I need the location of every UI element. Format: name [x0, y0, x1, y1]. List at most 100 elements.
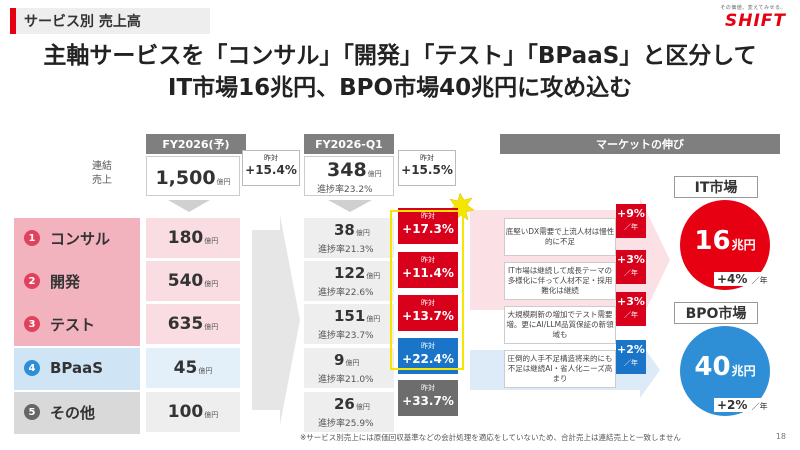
- yoy-value-other: +33.7%: [402, 394, 454, 408]
- fy-q1-total-rate: 進捗率23.2%: [317, 185, 373, 195]
- q1-unit-bpaas: 億円: [345, 359, 360, 367]
- starburst-icon: [447, 192, 475, 222]
- fy-plan-yoy-label: 昨対: [264, 154, 278, 162]
- plan-unit-other: 億円: [204, 411, 219, 419]
- segment-other: 5 その他: [14, 392, 134, 432]
- segment-development: 2 開発: [14, 261, 134, 301]
- headline: 主軸サービスを「コンサル」「開発」「テスト」「BPaaS」と区分して IT市場1…: [0, 40, 800, 104]
- page-number: 18: [775, 432, 786, 441]
- segment-test: 3 テスト: [14, 304, 134, 344]
- q1-rate-consulting: 進捗率21.3%: [318, 245, 374, 255]
- fy-plan-total-unit: 億円: [216, 178, 231, 186]
- consolidated-label-line1: 連結: [92, 161, 112, 172]
- title-accent: [10, 8, 16, 34]
- company-logo: その価値、変えてみせる。 SHIFT: [706, 4, 786, 34]
- q1-cell-other: 26 億円 進捗率25.9%: [304, 392, 394, 432]
- bpo-market-growth-value: +2%: [717, 398, 748, 412]
- yoy-box-test: 昨対 +13.7%: [398, 295, 458, 331]
- q1-value-bpaas: 9: [334, 351, 345, 369]
- q1-value-test: 151: [334, 307, 366, 325]
- consolidated-label-line2: 売上: [92, 175, 112, 186]
- segment-consulting: 1 コンサル: [14, 218, 134, 258]
- segment-number-4: 4: [24, 360, 40, 376]
- yoy-value-development: +11.4%: [402, 266, 454, 280]
- fy-plan-total: 1,500 億円: [146, 156, 240, 196]
- bpo-market-growth: +2% ／年: [714, 398, 771, 412]
- growth-unit-consulting: ／年: [624, 223, 638, 231]
- it-market-label: IT市場: [674, 176, 758, 198]
- bpo-market-growth-unit: ／年: [751, 402, 768, 411]
- bpo-market-unit: 兆円: [731, 364, 756, 378]
- driver-development: IT市場は継続して成長テーマの多様化に伴って人材不足・採用難化は継続: [504, 262, 616, 300]
- bpo-market-value: 40: [694, 352, 731, 382]
- growth-badge-bpaas: +2% ／年: [616, 340, 646, 374]
- segment-number-1: 1: [24, 230, 40, 246]
- segment-bpaas: 4 BPaaS: [14, 348, 134, 388]
- q1-rate-development: 進捗率22.6%: [318, 288, 374, 298]
- q1-cell-development: 122 億円 進捗率22.6%: [304, 261, 394, 301]
- segment-name-other: その他: [50, 403, 96, 422]
- growth-value-bpaas: +2%: [617, 343, 645, 356]
- q1-unit-test: 億円: [366, 315, 381, 323]
- q1-cell-test: 151 億円 進捗率23.7%: [304, 304, 394, 344]
- headline-line2: IT市場16兆円、BPO市場40兆円に攻め込む: [167, 75, 633, 101]
- fy-plan-yoy: 昨対 +15.4%: [242, 150, 300, 186]
- growth-badge-consulting: +9% ／年: [616, 204, 646, 238]
- fy-q1-yoy-value: +15.5%: [401, 163, 453, 177]
- yoy-value-bpaas: +22.4%: [402, 352, 454, 366]
- bpo-market-label: BPO市場: [674, 302, 758, 324]
- yoy-value-test: +13.7%: [402, 309, 454, 323]
- yoy-label-development: 昨対: [421, 256, 435, 264]
- plan-unit-bpaas: 億円: [198, 367, 213, 375]
- q1-unit-other: 億円: [355, 403, 370, 411]
- growth-badge-development: +3% ／年: [616, 250, 646, 284]
- it-market-growth: +4% ／年: [714, 272, 771, 286]
- growth-value-consulting: +9%: [617, 207, 645, 220]
- fy-q1-yoy-label: 昨対: [420, 154, 434, 162]
- plan-value-development: 540: [167, 271, 204, 291]
- segment-name-bpaas: BPaaS: [50, 359, 104, 377]
- fy-q1-yoy: 昨対 +15.5%: [398, 150, 456, 186]
- yoy-box-other: 昨対 +33.7%: [398, 380, 458, 416]
- q1-unit-development: 億円: [366, 272, 381, 280]
- yoy-value-consulting: +17.3%: [402, 222, 454, 236]
- q1-cell-consulting: 38 億円 進捗率21.3%: [304, 218, 394, 258]
- plan-cell-development: 540 億円: [146, 261, 240, 301]
- growth-unit-development: ／年: [624, 269, 638, 277]
- q1-value-other: 26: [334, 395, 355, 413]
- yoy-box-development: 昨対 +11.4%: [398, 252, 458, 288]
- q1-value-development: 122: [334, 264, 366, 282]
- fy-q1-total-value: 348: [327, 159, 367, 181]
- segment-number-5: 5: [24, 404, 40, 420]
- market-header: マーケットの伸び: [500, 134, 780, 154]
- footnote: ※サービス別売上には原価回収基準などの会計処理を適応をしていないため、合計売上は…: [300, 433, 681, 442]
- yoy-highlight-frame: [390, 210, 464, 370]
- yoy-box-consulting: 昨対 +17.3%: [398, 208, 458, 244]
- driver-consulting: 底堅いDX需要で上流人材は慢性的に不足: [504, 218, 616, 256]
- plan-unit-test: 億円: [204, 323, 219, 331]
- headline-line1: 主軸サービスを「コンサル」「開発」「テスト」「BPaaS」と区分して: [43, 43, 757, 69]
- logo-tagline: その価値、変えてみせる。: [720, 5, 786, 11]
- yoy-label-bpaas: 昨対: [421, 342, 435, 350]
- growth-unit-bpaas: ／年: [624, 359, 638, 367]
- yoy-label-test: 昨対: [421, 299, 435, 307]
- q1-unit-consulting: 億円: [355, 229, 370, 237]
- q1-rate-test: 進捗率23.7%: [318, 331, 374, 341]
- plan-unit-development: 億円: [204, 280, 219, 288]
- title-bar: サービス別 売上高: [10, 8, 210, 34]
- fy-plan-total-value: 1,500: [155, 167, 216, 189]
- growth-value-test: +3%: [617, 295, 645, 308]
- flow-arrow: [252, 215, 300, 425]
- plan-cell-bpaas: 45 億円: [146, 348, 240, 388]
- q1-value-consulting: 38: [334, 221, 355, 239]
- it-market-growth-value: +4%: [717, 272, 748, 286]
- yoy-label-other: 昨対: [421, 384, 435, 392]
- fy-plan-header: FY2026(予): [146, 134, 246, 154]
- q1-cell-bpaas: 9 億円 進捗率21.0%: [304, 348, 394, 388]
- segment-number-3: 3: [24, 316, 40, 332]
- down-chevron-q1: [328, 200, 372, 212]
- driver-test: 大規模刷新の増加でテスト需要増。更にAI/LLM品質保証の新領域も: [504, 306, 616, 344]
- plan-value-bpaas: 45: [173, 358, 198, 378]
- growth-unit-test: ／年: [624, 311, 638, 319]
- driver-bpaas: 圧倒的人手不足構造将来的にも不足は継続AI・省人化ニーズ高まり: [504, 350, 616, 388]
